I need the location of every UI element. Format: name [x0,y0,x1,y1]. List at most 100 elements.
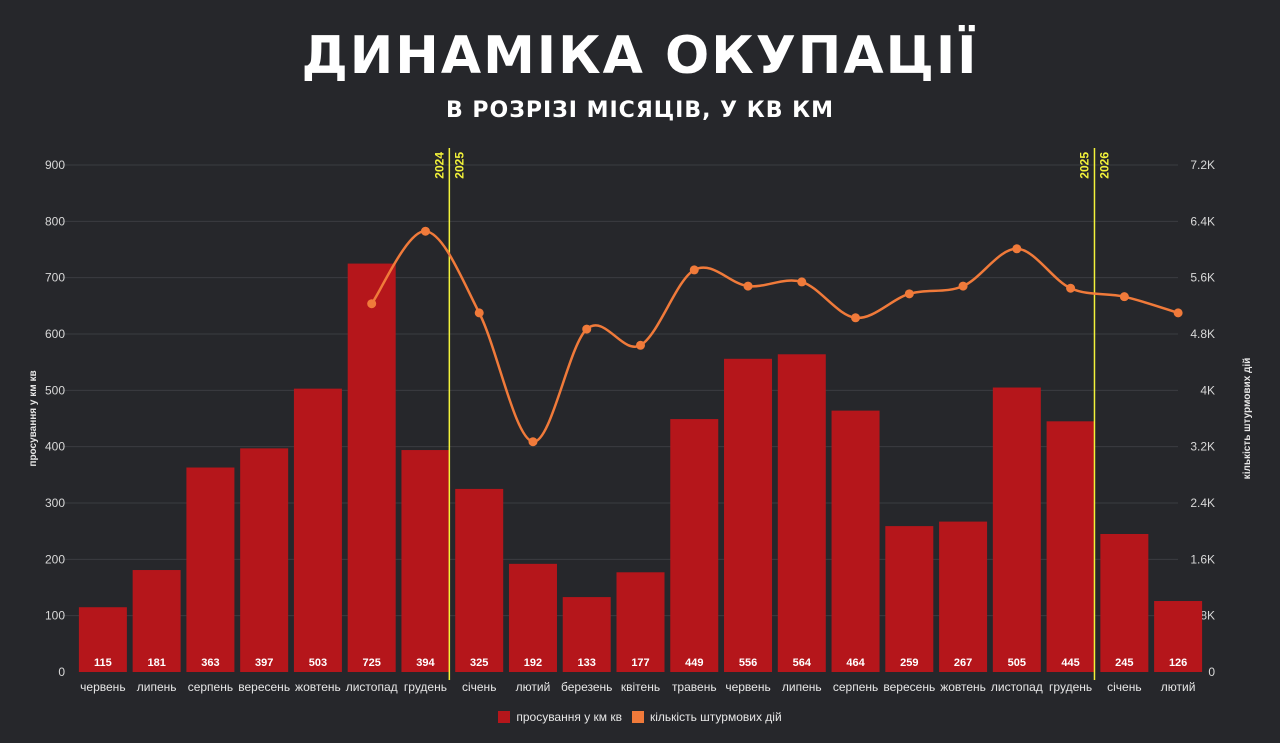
line-point [420,226,430,236]
y-tick-left: 600 [45,327,65,341]
x-tick-label: грудень [404,680,447,694]
x-tick-label: листопад [346,680,398,694]
bar [562,597,611,672]
bar-value-label: 445 [1061,657,1079,669]
bar [132,570,181,672]
bar-value-label: 397 [255,657,273,669]
x-tick-label: липень [137,680,177,694]
year-label: 2025 [1077,152,1091,179]
y-tick-left: 700 [45,271,65,285]
y-tick-left: 200 [45,552,65,566]
bar-value-label: 449 [685,657,703,669]
bar-value-label: 177 [631,657,649,669]
line-point [743,281,753,291]
legend-item-bars[interactable]: просування у км кв [498,710,622,724]
line-series [370,229,1179,443]
bar [670,419,719,672]
bar [1154,601,1203,672]
x-tick-label: листопад [991,680,1043,694]
chart-title: ДИНАМІКА ОКУПАЦІЇ [301,26,979,86]
x-tick-label: квітень [621,680,660,694]
line-point [636,340,645,350]
bar [78,607,127,672]
y-tick-left: 0 [58,665,65,679]
bar [1046,421,1095,672]
y-tick-right: 7.2K [1190,158,1215,172]
bar-value-label: 505 [1008,657,1026,669]
legend-swatch-line [631,711,644,723]
year-label: 2025 [452,152,466,179]
bar-value-label: 192 [524,657,542,669]
bar [293,388,342,672]
bar [401,450,450,672]
x-tick-label: лютий [1161,680,1196,694]
chart-subtitle: В РОЗРІЗІ МІСЯЦІВ, У КВ КМ [445,98,835,123]
x-tick-label: січень [1107,680,1141,694]
bar [831,410,880,672]
bar-value-label: 363 [201,657,219,669]
bar [186,467,235,672]
bar-value-label: 245 [1115,657,1133,669]
x-tick-label: жовтень [295,680,341,694]
bar [508,563,557,672]
line-point [474,308,484,318]
bar-value-label: 325 [470,657,488,669]
x-tick-label: червень [725,680,770,694]
bar-value-label: 394 [416,657,435,669]
bar-value-label: 564 [793,657,812,669]
x-tick-label: грудень [1049,680,1092,694]
y-tick-right: 2.4K [1190,496,1215,510]
x-tick-label: січень [462,680,496,694]
line-point [958,281,968,291]
x-tick-label: серпень [188,680,233,694]
bar-value-label: 126 [1169,657,1187,669]
line-point [582,324,592,334]
line-point [528,437,538,447]
line-point [367,299,377,309]
line-point [1173,308,1183,318]
bar [455,488,504,672]
x-tick-label: травень [672,680,717,694]
bar-value-label: 464 [846,657,865,669]
legend-item-line[interactable]: кількість штурмових дій [631,710,782,724]
y-tick-right: 4.8K [1190,327,1215,341]
bar [1100,533,1149,672]
bar-value-label: 503 [309,657,327,669]
line-point [904,289,914,299]
line-point [797,277,807,287]
bar-value-label: 556 [739,657,757,669]
line-point [689,265,699,275]
legend-swatch-bars [498,711,511,723]
bar-value-label: 259 [900,657,918,669]
bar [616,572,665,672]
legend-label-line: кількість штурмових дій [649,710,782,724]
bar [347,263,396,672]
bar-value-label: 115 [94,657,112,669]
bar-value-label: 725 [363,657,381,669]
bar [939,521,988,672]
y-tick-right: 6.4K [1190,214,1215,228]
y-tick-right: 4K [1200,383,1215,397]
x-tick-label: червень [80,680,125,694]
x-tick-label: серпень [833,680,878,694]
y-tick-right: 0 [1208,665,1215,679]
y-tick-left: 400 [45,440,65,454]
legend-label-bars: просування у км кв [516,710,622,724]
bar-value-label: 181 [147,657,165,669]
bar [240,448,289,672]
bar [777,354,826,672]
bar [885,526,934,672]
bar-value-label: 133 [578,657,596,669]
line-point [851,313,861,323]
y-tick-right: 1.6K [1190,552,1215,566]
bar [724,358,773,672]
y-tick-left: 900 [45,158,65,172]
x-tick-label: жовтень [940,680,986,694]
y-tick-left: 300 [45,496,65,510]
y-tick-right: 3.2K [1190,440,1215,454]
y-tick-left: 500 [45,383,65,397]
line-point [1066,283,1076,293]
year-label: 2024 [432,152,446,179]
x-tick-label: вересень [238,680,290,694]
